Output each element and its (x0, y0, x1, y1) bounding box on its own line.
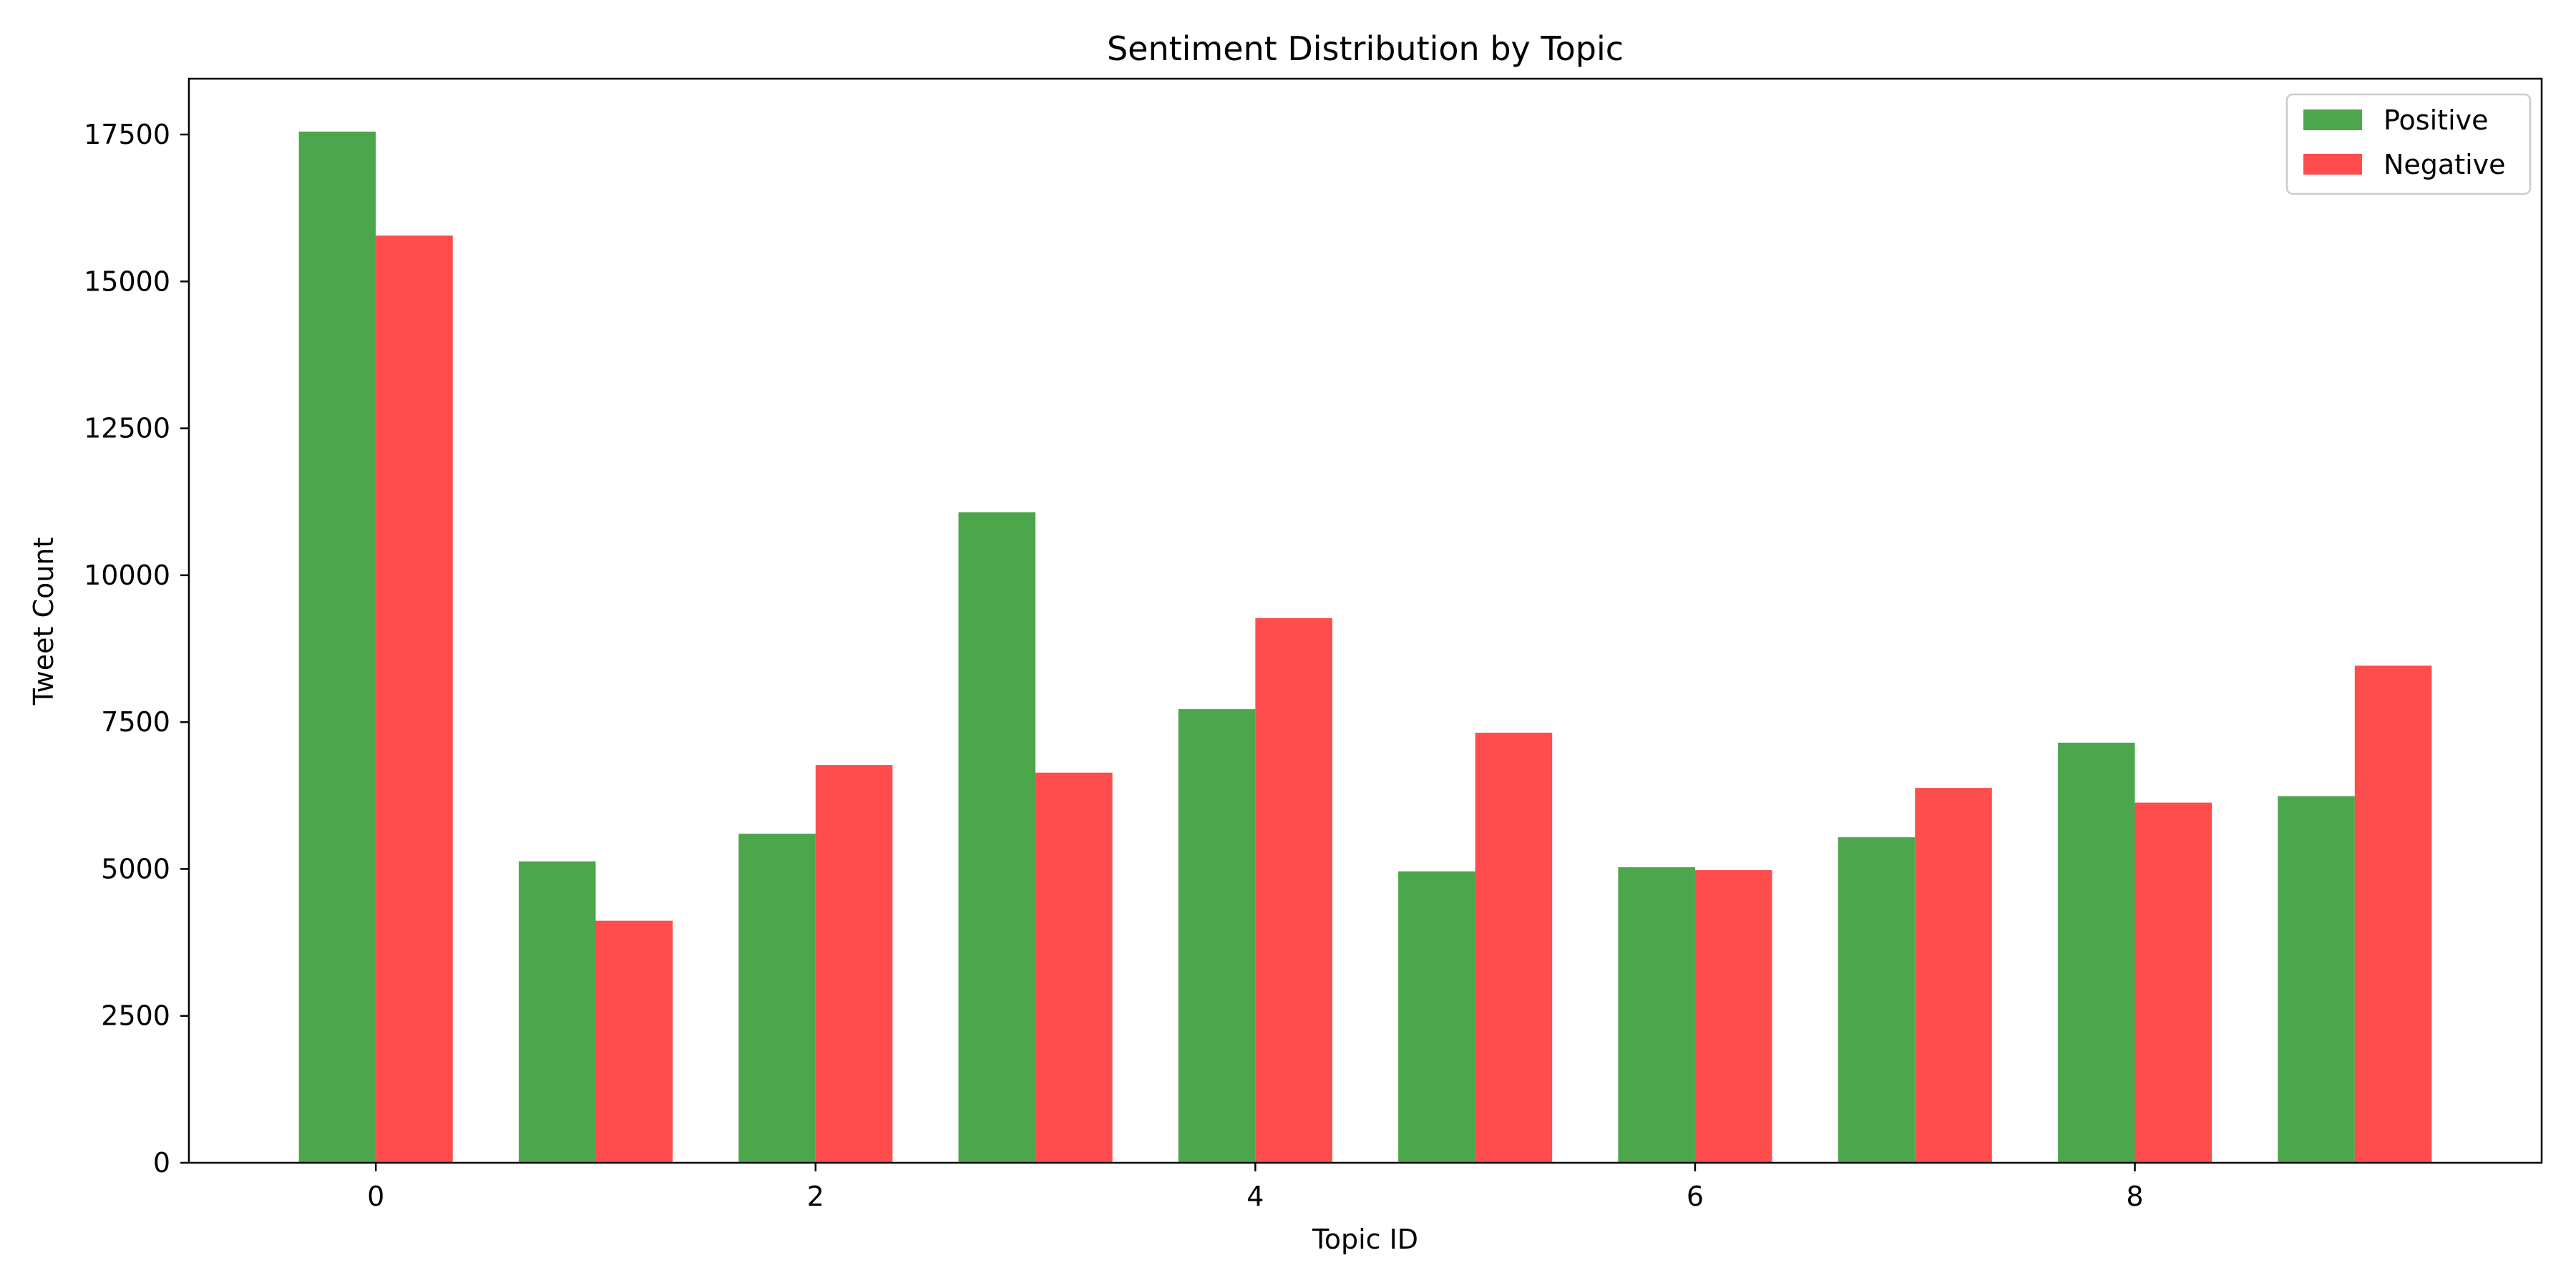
y-tick-label: 12500 (84, 413, 170, 444)
bar-positive-topic-6 (1618, 867, 1695, 1163)
bar-positive-topic-4 (1178, 709, 1256, 1163)
y-tick-label: 10000 (84, 560, 170, 591)
bar-positive-topic-8 (2057, 742, 2135, 1163)
legend-label-negative: Negative (2384, 149, 2506, 180)
bar-negative-topic-4 (1255, 618, 1332, 1163)
bar-positive-topic-7 (1838, 837, 1916, 1163)
y-tick-label: 7500 (101, 706, 170, 738)
y-tick-label: 2500 (101, 1000, 170, 1032)
bars-group (298, 131, 2432, 1163)
bar-negative-topic-5 (1475, 732, 1553, 1163)
x-tick-label: 2 (807, 1181, 824, 1212)
y-axis: 0 2500 5000 7500 10000 12500 15000 17500 (84, 119, 189, 1179)
legend-swatch-negative (2303, 154, 2362, 175)
bar-negative-topic-1 (595, 920, 673, 1163)
bar-positive-topic-0 (298, 131, 376, 1163)
bar-positive-topic-9 (2278, 796, 2355, 1163)
bar-positive-topic-1 (518, 861, 596, 1163)
bar-negative-topic-3 (1035, 772, 1113, 1163)
bar-negative-topic-2 (815, 765, 893, 1163)
x-tick-label: 6 (1687, 1181, 1704, 1212)
bar-negative-topic-9 (2354, 665, 2432, 1163)
y-tick-label: 15000 (84, 265, 170, 297)
bar-negative-topic-8 (2135, 802, 2212, 1163)
y-tick-label: 0 (153, 1147, 170, 1179)
y-tick-label: 17500 (84, 119, 170, 150)
bar-negative-topic-7 (1915, 788, 1992, 1163)
y-tick-label: 5000 (101, 853, 170, 884)
x-axis-title: Topic ID (1312, 1224, 1418, 1255)
legend: Positive Negative (2285, 93, 2532, 195)
y-axis-title: Tweet Count (28, 537, 59, 706)
x-tick-label: 4 (1246, 1181, 1264, 1212)
chart-title: Sentiment Distribution by Topic (1107, 29, 1624, 68)
x-tick-label: 8 (2126, 1181, 2143, 1212)
legend-label-positive: Positive (2384, 104, 2489, 136)
bar-negative-topic-6 (1694, 870, 1772, 1163)
x-tick-label: 0 (367, 1181, 384, 1212)
x-axis: 0 2 4 6 8 (367, 1163, 2144, 1212)
bar-positive-topic-2 (738, 834, 816, 1163)
bar-positive-topic-3 (958, 512, 1036, 1163)
plot-frame (187, 77, 2543, 1164)
bar-positive-topic-5 (1398, 871, 1475, 1163)
bar-negative-topic-0 (376, 235, 453, 1163)
legend-swatch-positive (2303, 109, 2362, 130)
